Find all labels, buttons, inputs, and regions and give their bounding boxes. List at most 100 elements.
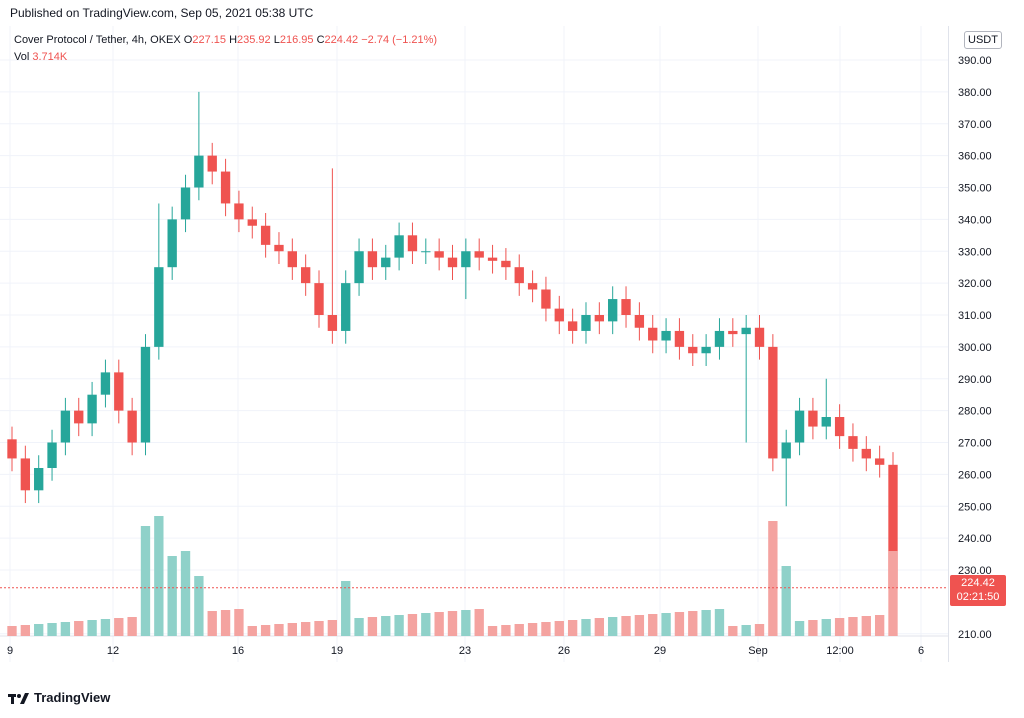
price-tick-label: 320.00	[958, 278, 992, 290]
candle-body	[7, 439, 17, 459]
volume-bar	[648, 614, 658, 636]
candle-body	[834, 417, 845, 437]
volume-bar	[407, 614, 418, 636]
volume-bar	[621, 616, 631, 636]
price-tick-label: 230.00	[958, 565, 992, 577]
footer-brand: TradingView	[34, 690, 111, 705]
candle-body	[381, 257, 391, 268]
candle-body	[407, 235, 418, 252]
last-price-value: 224.42	[961, 577, 995, 589]
tradingview-footer[interactable]: TradingView	[8, 690, 110, 705]
price-tick-label: 280.00	[958, 406, 992, 418]
time-tick-label: 26	[558, 645, 570, 657]
candle-body	[554, 308, 564, 322]
candle-body	[34, 468, 44, 491]
candle-body	[514, 267, 524, 284]
candle-body	[274, 244, 284, 252]
volume-bar	[167, 556, 177, 636]
volume-bar	[220, 610, 231, 636]
candle-body	[354, 251, 364, 284]
candle-body	[434, 251, 444, 258]
price-tick-label: 210.00	[958, 629, 992, 641]
candle-body	[741, 327, 751, 335]
volume-bar	[461, 610, 471, 636]
candle-body	[701, 346, 711, 354]
volume-bar	[634, 615, 645, 636]
volume-bar	[768, 521, 778, 636]
candle-body	[180, 187, 191, 220]
published-caption: Published on TradingView.com, Sep 05, 20…	[10, 6, 314, 20]
candle-body	[140, 346, 151, 443]
volume-bar	[848, 617, 858, 636]
high-label: H	[229, 34, 238, 46]
candle-body	[100, 372, 111, 395]
time-tick-label: 19	[331, 645, 343, 657]
price-tick-label: 240.00	[958, 533, 992, 545]
volume-bar	[661, 613, 671, 636]
volume-bar	[421, 613, 431, 636]
candle-body	[661, 330, 671, 341]
volume-bar	[20, 625, 31, 636]
volume-bar	[728, 626, 738, 636]
low-label: L	[273, 34, 280, 46]
last-price-tag: 224.42 02:21:50	[950, 575, 1006, 606]
volume-bar	[34, 624, 44, 636]
price-tick-label: 290.00	[958, 374, 992, 386]
volume-bar	[527, 623, 538, 636]
price-tick-label: 380.00	[958, 87, 992, 99]
candle-body	[487, 257, 498, 261]
time-tick-label: 23	[459, 645, 471, 657]
price-tick-label: 300.00	[958, 342, 992, 354]
volume-bar	[367, 617, 378, 636]
price-chart[interactable]: 9 12 16 19 23 26 29 Sep 12:00 6	[0, 26, 948, 662]
volume-bar	[554, 621, 564, 636]
candle-body	[260, 225, 271, 245]
candle-body	[688, 346, 698, 354]
volume-value: 3.714K	[32, 51, 68, 63]
price-tick-label: 370.00	[958, 119, 992, 131]
price-tick-label: 260.00	[958, 469, 992, 481]
candle-body	[287, 251, 297, 268]
volume-bar	[541, 622, 551, 636]
volume-bar	[567, 620, 578, 636]
price-tick-label: 310.00	[958, 310, 992, 322]
volume-bar	[247, 626, 257, 636]
candle-body	[220, 171, 231, 204]
change-value: −2.74 (−1.21%)	[361, 34, 438, 46]
volume-bar	[74, 621, 84, 636]
candle-body	[20, 458, 31, 491]
candle-body	[888, 464, 898, 588]
candle-body	[314, 283, 324, 315]
candle-body	[367, 251, 378, 268]
time-tick-label: 12:00	[826, 645, 854, 657]
candle-body	[608, 299, 618, 322]
currency-badge[interactable]: USDT	[964, 31, 1002, 49]
price-axis[interactable]: 390.00 380.00 370.00 360.00 350.00 340.00 330.…	[948, 26, 1024, 662]
candle-body	[648, 327, 658, 341]
candle-body	[247, 219, 257, 226]
volume-bar	[608, 617, 618, 636]
candle-body	[567, 321, 578, 331]
open-label: O	[183, 34, 193, 46]
open-value: 227.15	[192, 34, 226, 46]
time-tick-label: 12	[107, 645, 119, 657]
candle-body	[541, 289, 551, 309]
volume-bar	[140, 526, 151, 636]
volume-bar	[327, 620, 338, 636]
time-tick-label: 6	[918, 645, 924, 657]
volume-bar	[341, 581, 351, 636]
volume-bar	[394, 615, 404, 636]
candle-body	[74, 410, 84, 424]
price-tick-label: 330.00	[958, 246, 992, 258]
candle-body	[714, 330, 725, 347]
volume-bar	[701, 610, 711, 636]
candle-body	[234, 203, 244, 220]
candle-body	[421, 251, 431, 253]
candle-body	[781, 442, 791, 459]
volume-bar	[688, 611, 698, 636]
volume-bar	[501, 625, 511, 636]
close-label: C	[316, 34, 325, 46]
volume-bar	[180, 551, 191, 636]
symbol-label[interactable]: Cover Protocol / Tether, 4h, OKEX	[14, 34, 181, 46]
close-value: 224.42	[324, 34, 359, 46]
